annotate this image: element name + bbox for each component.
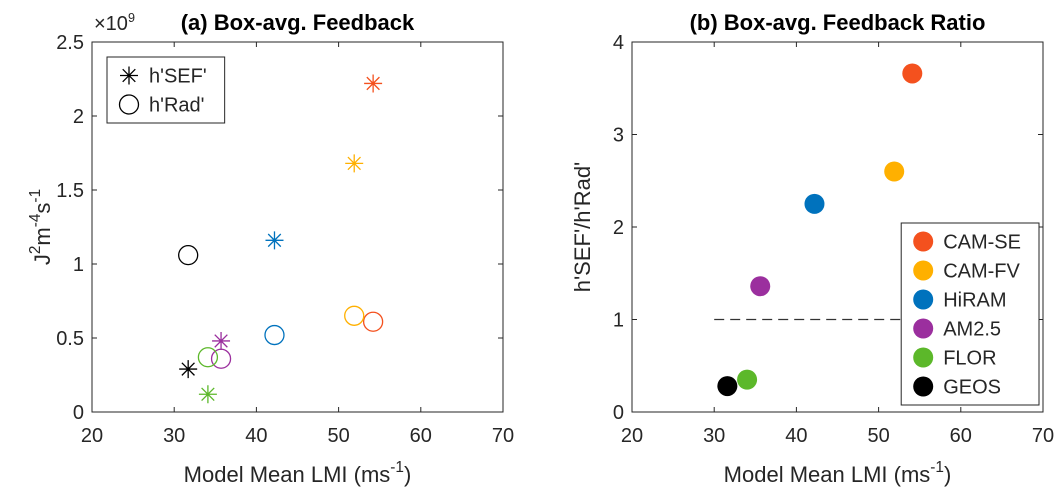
asterisk-marker xyxy=(198,385,217,404)
chart-title: (a) Box-avg. Feedback xyxy=(181,10,415,35)
circle-marker xyxy=(362,311,384,332)
superscript: -4 xyxy=(27,213,44,227)
x-tick-label: 30 xyxy=(163,425,185,447)
filled-marker xyxy=(884,161,905,182)
x-tick-label: 70 xyxy=(492,425,514,447)
superscript: 9 xyxy=(128,11,135,25)
superscript: -1 xyxy=(930,459,944,476)
superscript: 2 xyxy=(27,246,44,255)
superscript: -1 xyxy=(27,189,44,203)
filled-marker xyxy=(717,376,738,397)
x-tick-label: 20 xyxy=(621,425,643,447)
label-part: s xyxy=(30,203,55,214)
x-tick-label: 40 xyxy=(245,425,267,447)
y-tick-label: 1.5 xyxy=(56,180,84,202)
legend-box xyxy=(106,56,226,124)
legend-marker xyxy=(913,231,934,252)
y-tick-label: 2.5 xyxy=(56,32,84,54)
y-tick-label: 0 xyxy=(613,402,624,424)
legend-label: AM2.5 xyxy=(943,319,1001,341)
label-part: ) xyxy=(944,462,951,487)
filled-marker xyxy=(750,276,771,297)
label-part: h'SEF'/h'Rad' xyxy=(570,162,595,293)
label-part: Model Mean LMI (ms xyxy=(724,462,931,487)
circle-marker xyxy=(210,348,232,369)
label-part: Model Mean LMI (ms xyxy=(184,462,391,487)
legend-label: HiRAM xyxy=(943,290,1006,312)
x-tick-label: 50 xyxy=(867,425,889,447)
x-axis-label: Model Mean LMI (ms-1) xyxy=(184,459,412,487)
filled-marker xyxy=(737,369,758,390)
legend-marker xyxy=(913,260,934,281)
legend-marker xyxy=(118,94,140,115)
label-part: ×10 xyxy=(94,13,128,35)
legend-marker xyxy=(120,66,138,85)
asterisk-marker xyxy=(364,74,383,93)
circle-marker xyxy=(178,244,199,266)
asterisk-marker xyxy=(179,360,198,379)
superscript: -1 xyxy=(390,459,404,476)
y-tick-label: 0.5 xyxy=(56,328,84,350)
legend-label: h'Rad' xyxy=(149,95,204,117)
legend-marker xyxy=(913,318,934,339)
legend-label: CAM-FV xyxy=(943,261,1020,283)
x-tick-label: 30 xyxy=(703,425,725,447)
filled-marker xyxy=(804,193,825,214)
legend: h'SEF' h'Rad' xyxy=(118,66,207,117)
y-tick-label: 1 xyxy=(613,310,624,332)
x-tick-label: 50 xyxy=(327,425,349,447)
circle-marker xyxy=(344,305,365,326)
x-tick-label: 20 xyxy=(81,425,103,447)
legend-label: FLOR xyxy=(943,348,996,370)
legend-marker xyxy=(913,289,934,310)
y-tick-label: 1 xyxy=(73,254,84,276)
legend-label: CAM-SE xyxy=(943,232,1021,254)
label-part: ) xyxy=(404,462,411,487)
x-tick-label: 70 xyxy=(1032,425,1054,447)
y-axis-label: J2m-4s-1 xyxy=(27,189,55,265)
legend-label: h'SEF' xyxy=(149,66,207,88)
asterisk-marker xyxy=(265,231,284,250)
y-exponent: ×109 xyxy=(94,11,135,35)
y-tick-label: 4 xyxy=(613,32,624,54)
x-tick-label: 60 xyxy=(410,425,432,447)
legend-marker xyxy=(913,376,934,397)
legend-marker xyxy=(913,347,934,368)
circle-marker xyxy=(197,347,219,368)
label-part: J xyxy=(30,254,55,265)
asterisk-marker xyxy=(212,331,231,350)
legend-label: GEOS xyxy=(943,377,1001,399)
asterisk-marker xyxy=(345,154,364,173)
y-axis-label: h'SEF'/h'Rad' xyxy=(570,162,595,293)
filled-marker xyxy=(902,63,923,84)
circle-marker xyxy=(264,324,285,346)
chart-title: (b) Box-avg. Feedback Ratio xyxy=(690,10,986,35)
legend: CAM-SE CAM-FV HiRAM AM2.5 FLOR GEOS xyxy=(913,231,1021,399)
label-part: m xyxy=(30,227,55,245)
legend-box xyxy=(900,222,1040,406)
x-axis-label: Model Mean LMI (ms-1) xyxy=(724,459,952,487)
x-tick-label: 60 xyxy=(950,425,972,447)
y-tick-label: 3 xyxy=(613,125,624,147)
y-tick-label: 2 xyxy=(613,217,624,239)
y-tick-label: 0 xyxy=(73,402,84,424)
plot-frame xyxy=(91,41,504,413)
y-tick-label: 2 xyxy=(73,106,84,128)
x-tick-label: 40 xyxy=(785,425,807,447)
